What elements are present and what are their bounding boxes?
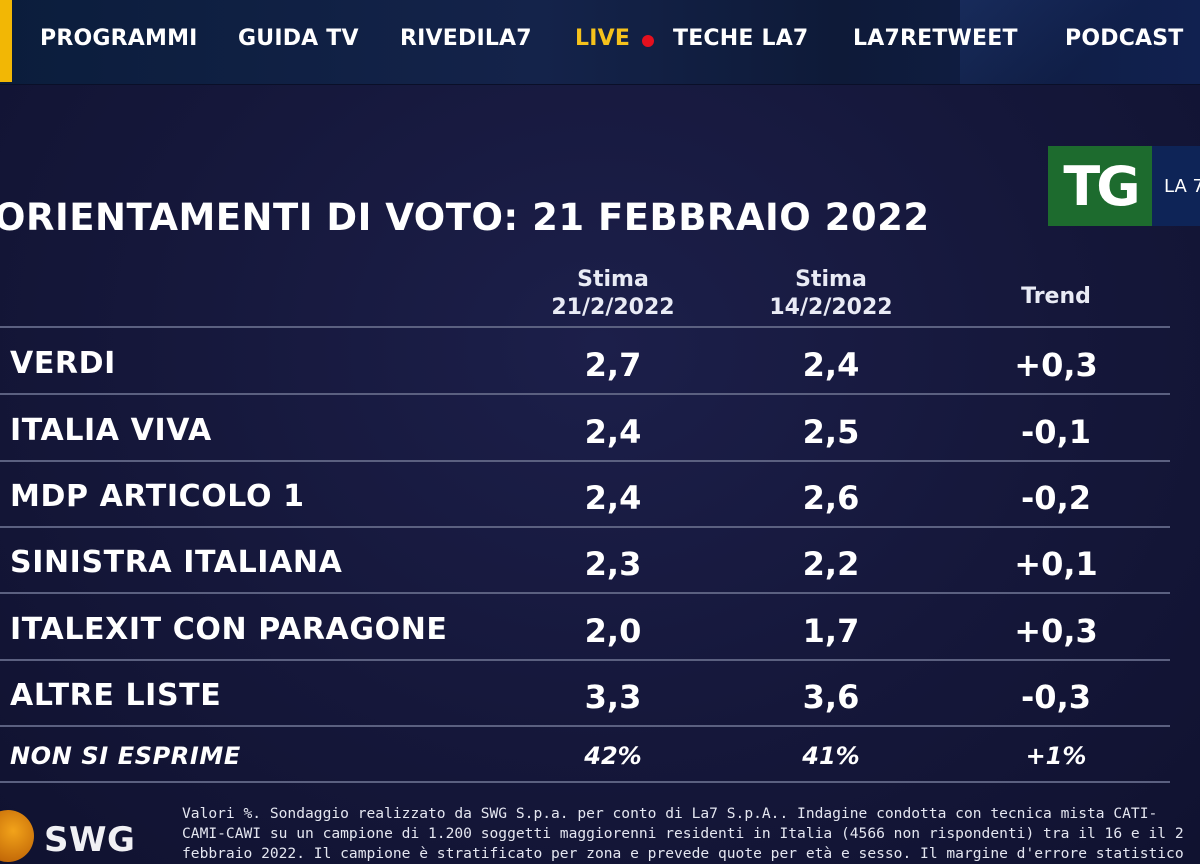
nav-item-la7retweet[interactable]: LA7RETWEET: [853, 26, 1018, 51]
previous-estimate: 2,6: [802, 479, 860, 517]
column-header-current-line2: 21/2/2022: [551, 295, 675, 320]
trend-value: -0,1: [1021, 413, 1091, 451]
column-header-current-line1: Stima: [577, 267, 649, 292]
page-title: ORIENTAMENTI DI VOTO: 21 FEBBRAIO 2022: [0, 196, 930, 239]
current-estimate: 2,4: [584, 479, 642, 517]
table-row: ALTRE LISTE 3,3 3,6 -0,3: [0, 664, 1200, 726]
trend-value: +1%: [1025, 742, 1087, 770]
brand-accent-bar: [0, 0, 12, 82]
party-name: ITALEXIT CON PARAGONE: [10, 612, 448, 647]
methodology-note: Valori %. Sondaggio realizzato da SWG S.…: [182, 804, 1192, 864]
methodology-note-line: CAMI-CAWI su un campione di 1.200 sogget…: [182, 825, 1184, 842]
table-row: NON SI ESPRIME 42% 41% +1%: [0, 726, 1200, 788]
current-estimate: 3,3: [584, 678, 642, 716]
column-header-previous: Stima 14/2/2022: [721, 266, 941, 322]
previous-estimate: 2,4: [802, 346, 860, 384]
nav-item-guida-tv[interactable]: GUIDA TV: [238, 26, 359, 51]
current-estimate: 2,3: [584, 545, 642, 583]
party-name: ITALIA VIVA: [10, 413, 212, 448]
nav-item-programmi[interactable]: PROGRAMMI: [40, 26, 198, 51]
trend-value: -0,3: [1021, 678, 1091, 716]
party-name: MDP ARTICOLO 1: [10, 479, 305, 514]
previous-estimate: 2,2: [802, 545, 860, 583]
live-indicator-icon: [642, 35, 654, 47]
methodology-note-line: Valori %. Sondaggio realizzato da SWG S.…: [182, 805, 1158, 822]
previous-estimate: 3,6: [802, 678, 860, 716]
table-row: ITALIA VIVA 2,4 2,5 -0,1: [0, 399, 1200, 461]
column-header-current: Stima 21/2/2022: [503, 266, 723, 322]
table-row: MDP ARTICOLO 1 2,4 2,6 -0,2: [0, 465, 1200, 527]
current-estimate: 2,0: [584, 612, 642, 650]
party-name: SINISTRA ITALIANA: [10, 545, 343, 580]
previous-estimate: 1,7: [802, 612, 860, 650]
table-divider: [0, 781, 1170, 783]
logo-tg: TG: [1048, 146, 1152, 226]
trend-value: +0,3: [1014, 346, 1098, 384]
column-header-trend-label: Trend: [1021, 284, 1091, 309]
tg-la7-logo: TG LA 7: [1048, 146, 1200, 226]
trend-value: -0,2: [1021, 479, 1091, 517]
previous-estimate: 41%: [802, 742, 860, 770]
current-estimate: 2,4: [584, 413, 642, 451]
nav-item-podcast[interactable]: PODCAST: [1065, 26, 1184, 51]
current-estimate: 2,7: [584, 346, 642, 384]
swg-ball-icon: [0, 810, 34, 862]
table-divider: [0, 326, 1170, 328]
trend-value: +0,3: [1014, 612, 1098, 650]
table-divider: [0, 592, 1170, 594]
nav-item-teche-la7[interactable]: TECHE LA7: [673, 26, 809, 51]
table-divider: [0, 659, 1170, 661]
table-divider: [0, 526, 1170, 528]
column-header-trend: Trend: [946, 283, 1166, 311]
table-row: SINISTRA ITALIANA 2,3 2,2 +0,1: [0, 531, 1200, 593]
trend-value: +0,1: [1014, 545, 1098, 583]
column-header-previous-line1: Stima: [795, 267, 867, 292]
swg-logo: SWG: [0, 798, 170, 864]
current-estimate: 42%: [584, 742, 642, 770]
methodology-note-line: febbraio 2022. Il campione è stratificat…: [182, 845, 1192, 862]
top-navigation-bar: PROGRAMMI GUIDA TV RIVEDILA7 LIVE TECHE …: [0, 0, 1200, 85]
logo-channel: LA 7: [1152, 146, 1200, 226]
table-divider: [0, 393, 1170, 395]
table-row: VERDI 2,7 2,4 +0,3: [0, 332, 1200, 394]
nav-item-live[interactable]: LIVE: [575, 26, 631, 51]
table-divider: [0, 460, 1170, 462]
party-name: VERDI: [10, 346, 116, 381]
column-header-previous-line2: 14/2/2022: [769, 295, 893, 320]
table-row: ITALEXIT CON PARAGONE 2,0 1,7 +0,3: [0, 598, 1200, 660]
party-name: ALTRE LISTE: [10, 678, 222, 713]
swg-brand: SWG: [44, 820, 136, 860]
party-name: NON SI ESPRIME: [10, 742, 241, 770]
previous-estimate: 2,5: [802, 413, 860, 451]
decorative-graphic: [960, 0, 1140, 84]
table-divider: [0, 725, 1170, 727]
nav-item-rivedila7[interactable]: RIVEDILA7: [400, 26, 532, 51]
